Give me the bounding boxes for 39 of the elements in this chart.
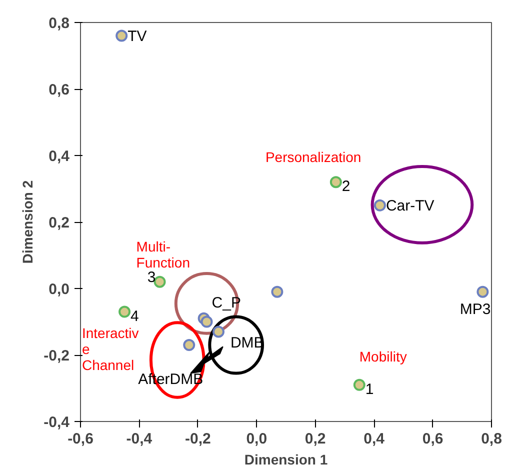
point bbox=[353, 378, 366, 391]
series-label: MP3 bbox=[460, 300, 491, 318]
y-tick-label: 0,2 bbox=[48, 214, 70, 232]
x-tick-label: -0,4 bbox=[126, 430, 153, 448]
point bbox=[374, 199, 386, 212]
point bbox=[118, 306, 131, 318]
y-tick-label: -0,2 bbox=[44, 348, 70, 364]
x-tick-label: 0,0 bbox=[246, 430, 268, 448]
y-tick-label: 0,8 bbox=[48, 15, 70, 32]
series-label: TV bbox=[128, 28, 147, 45]
annotation: Mobility bbox=[359, 348, 407, 364]
point bbox=[212, 326, 224, 338]
point bbox=[200, 316, 213, 328]
x-tick-label: 0,2 bbox=[304, 430, 326, 448]
annotation: Multi- Function bbox=[136, 238, 190, 271]
x-tick-label: -0,2 bbox=[185, 430, 211, 448]
x-tick-label: 0,4 bbox=[364, 430, 386, 448]
point bbox=[271, 286, 284, 298]
series-label: Car-TV bbox=[386, 197, 434, 214]
y-tick-label: 0,6 bbox=[48, 82, 70, 98]
point bbox=[330, 176, 342, 188]
x-axis-title: Dimension 1 bbox=[244, 452, 328, 468]
y-axis-title: Dimension 2 bbox=[20, 180, 36, 264]
series-label: 3 bbox=[147, 268, 156, 286]
x-tick-label: 0,6 bbox=[422, 430, 444, 448]
point bbox=[116, 30, 128, 42]
point bbox=[476, 286, 489, 298]
annotation: Interactiv e Channel bbox=[82, 325, 139, 374]
series-label: 1 bbox=[365, 380, 374, 398]
x-tick-label: -0,6 bbox=[68, 430, 94, 448]
y-tick-label: 0,4 bbox=[48, 148, 70, 165]
y-tick-label: -0,4 bbox=[44, 414, 70, 431]
series-label: 2 bbox=[342, 178, 350, 196]
x-tick-label: 0,8 bbox=[481, 430, 502, 448]
annotation: Personalization bbox=[265, 148, 362, 165]
series-label: 4 bbox=[130, 308, 139, 325]
point bbox=[183, 339, 196, 352]
point bbox=[154, 276, 166, 288]
y-tick-label: 0,0 bbox=[48, 281, 70, 298]
